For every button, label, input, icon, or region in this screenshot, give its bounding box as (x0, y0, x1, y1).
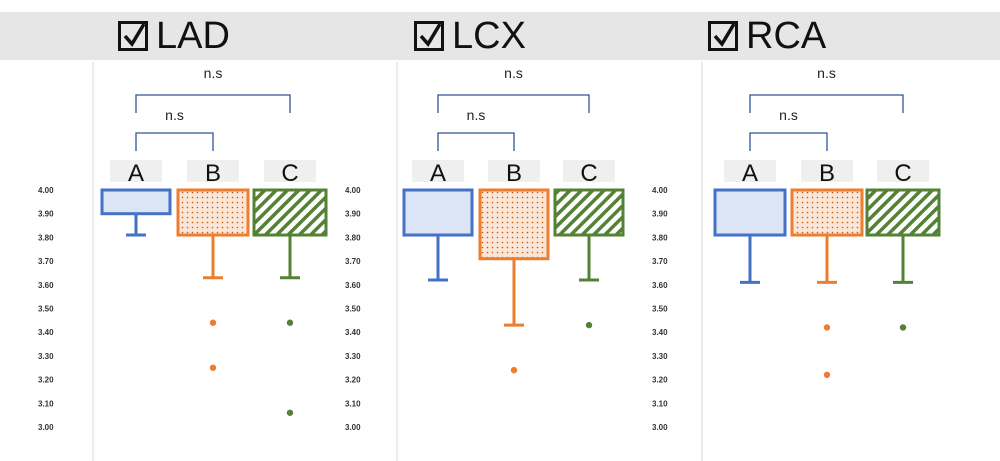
y-tick-label: 3.80 (652, 233, 668, 242)
panel-title-rca: RCA (708, 12, 826, 60)
checkbox-checked-icon (414, 21, 444, 51)
group-label-bg (877, 160, 929, 182)
y-tick-label: 3.50 (345, 305, 361, 314)
outlier-point (286, 319, 294, 326)
significance-label: n.s (165, 107, 184, 123)
group-label-bg (488, 160, 540, 182)
checkbox-checked-icon (708, 21, 738, 51)
y-tick-label: 3.20 (652, 376, 668, 385)
group-label: A (742, 160, 758, 187)
group-label-bg (801, 160, 853, 182)
box-a (100, 188, 172, 216)
significance-bracket (437, 132, 515, 151)
panel-title-text: LAD (156, 14, 230, 57)
y-tick-label: 4.00 (38, 186, 54, 195)
y-tick-label: 3.50 (38, 305, 54, 314)
panel-title-lcx: LCX (414, 12, 526, 60)
box-c (252, 188, 328, 237)
group-label: B (819, 160, 835, 187)
box-b (790, 188, 864, 237)
y-tick-label: 3.40 (652, 328, 668, 337)
group-label-bg (412, 160, 464, 182)
panel-title-lad: LAD (118, 12, 230, 60)
y-tick-label: 3.90 (38, 210, 54, 219)
significance-label: n.s (204, 65, 223, 81)
group-label-bg (187, 160, 239, 182)
outlier-point (823, 324, 831, 331)
significance-bracket (749, 132, 828, 151)
y-tick-label: 3.20 (38, 376, 54, 385)
y-tick-label: 3.00 (38, 423, 54, 432)
group-label: A (128, 160, 144, 187)
y-tick-label: 3.30 (38, 352, 54, 361)
significance-bracket (749, 94, 904, 113)
y-tick-label: 4.00 (652, 186, 668, 195)
y-tick-label: 3.30 (345, 352, 361, 361)
y-tick-label: 3.90 (345, 210, 361, 219)
group-label: B (205, 160, 221, 187)
y-tick-label: 3.70 (652, 257, 668, 266)
group-label: A (430, 160, 446, 187)
y-tick-label: 3.70 (345, 257, 361, 266)
outlier-point (899, 324, 907, 331)
box-b (176, 188, 250, 237)
significance-bracket (135, 132, 214, 151)
group-label: B (506, 160, 522, 187)
y-tick-label: 3.10 (345, 399, 361, 408)
y-tick-label: 3.60 (652, 281, 668, 290)
group-label: C (281, 160, 298, 187)
checkbox-checked-icon (118, 21, 148, 51)
outlier-point (209, 319, 217, 326)
box-a (402, 188, 474, 237)
y-tick-label: 3.80 (38, 233, 54, 242)
group-label-bg (110, 160, 162, 182)
y-tick-label: 3.00 (345, 423, 361, 432)
significance-bracket (437, 94, 590, 113)
y-tick-label: 3.80 (345, 233, 361, 242)
outlier-point (585, 321, 593, 329)
group-label-bg (724, 160, 776, 182)
outlier-point (823, 371, 831, 379)
significance-label: n.s (504, 65, 523, 81)
y-tick-label: 3.70 (38, 257, 54, 266)
y-tick-label: 3.60 (345, 281, 361, 290)
group-label-bg (264, 160, 316, 182)
group-label-bg (563, 160, 615, 182)
outlier-point (510, 366, 518, 374)
significance-label: n.s (817, 65, 836, 81)
y-tick-label: 3.10 (38, 399, 54, 408)
box-a (713, 188, 787, 237)
box-c (865, 188, 941, 237)
group-label: C (894, 160, 911, 187)
panel-title-text: LCX (452, 14, 526, 57)
significance-bracket (135, 94, 291, 113)
y-tick-label: 3.10 (652, 399, 668, 408)
y-tick-label: 3.90 (652, 210, 668, 219)
group-label: C (580, 160, 597, 187)
y-tick-label: 3.60 (38, 281, 54, 290)
outlier-point (209, 364, 217, 371)
y-tick-label: 3.20 (345, 376, 361, 385)
box-c (553, 188, 625, 237)
y-tick-label: 3.30 (652, 352, 668, 361)
y-tick-label: 3.00 (652, 423, 668, 432)
significance-label: n.s (779, 107, 798, 123)
panel-title-text: RCA (746, 14, 827, 57)
outlier-point (286, 409, 294, 416)
y-tick-label: 3.40 (38, 328, 54, 337)
box-b (478, 188, 550, 261)
significance-label: n.s (467, 107, 486, 123)
header-bar: LAD LCX RCA (0, 12, 1000, 60)
y-tick-label: 4.00 (345, 186, 361, 195)
y-tick-label: 3.40 (345, 328, 361, 337)
y-tick-label: 3.50 (652, 305, 668, 314)
